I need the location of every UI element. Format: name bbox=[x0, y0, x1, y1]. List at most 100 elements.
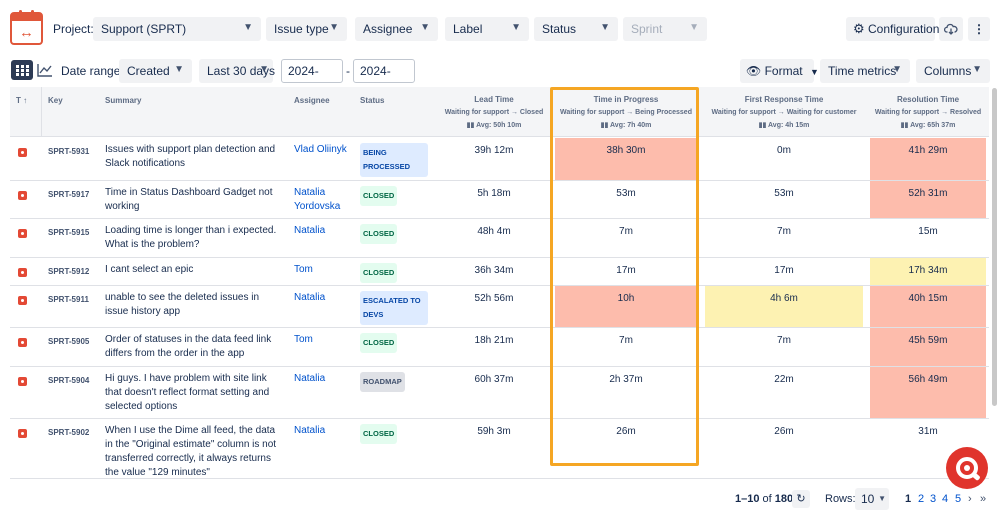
assignee-name[interactable]: Tom bbox=[294, 264, 313, 275]
sort-arrow-icon: ↑ bbox=[23, 96, 28, 105]
first-time-value: 7m bbox=[777, 226, 791, 237]
columns-select[interactable]: Columns ▼ bbox=[916, 59, 990, 83]
issue-key-link[interactable]: SPRT-5917 bbox=[48, 190, 90, 199]
refresh-icon[interactable]: ↻ bbox=[792, 490, 810, 508]
assignee-name[interactable]: Natalia bbox=[294, 225, 326, 236]
end-date-input[interactable]: 2024-10-17 bbox=[353, 59, 415, 100]
page-1[interactable]: 1 bbox=[905, 493, 912, 505]
resolution-cell-bg bbox=[870, 181, 986, 218]
label-filter[interactable]: Label ▼ bbox=[445, 17, 529, 41]
status-filter[interactable]: Status ▼ bbox=[534, 17, 618, 41]
sprint-filter[interactable]: Sprint ▼ bbox=[623, 17, 707, 41]
chevron-down-icon: ▼ bbox=[511, 22, 521, 33]
date-field-select[interactable]: Created ▼ bbox=[119, 59, 192, 83]
col-resolution-time-header[interactable]: Resolution Time Waiting for support → Re… bbox=[874, 95, 982, 129]
col-time-in-progress-header[interactable]: Time in Progress Waiting for support → B… bbox=[560, 95, 692, 129]
table-row[interactable]: SPRT-5904 Hi guys. I have problem with si… bbox=[10, 367, 989, 419]
col-lead-time-header[interactable]: Lead Time Waiting for support → Closed ▮… bbox=[444, 95, 544, 129]
chart-view-icon[interactable] bbox=[36, 60, 54, 80]
period-select[interactable]: Last 30 days ▼ bbox=[199, 59, 275, 83]
issue-type-filter[interactable]: Issue type ▼ bbox=[266, 17, 347, 41]
table-row[interactable]: SPRT-5911 unable to see the deleted issue… bbox=[10, 286, 989, 328]
issue-summary[interactable]: Loading time is longer than i expected. … bbox=[105, 225, 277, 250]
assignee-name[interactable]: Natalia bbox=[294, 292, 326, 303]
time-metrics-select[interactable]: Time metrics ▼ bbox=[820, 59, 910, 83]
issue-key-link[interactable]: SPRT-5902 bbox=[48, 428, 90, 437]
col-status-header[interactable]: Status bbox=[360, 96, 385, 105]
col-key-header[interactable]: Key bbox=[48, 96, 63, 105]
bar-chart-icon: ▮▮ bbox=[900, 122, 909, 129]
chevron-down-icon: ▼ bbox=[600, 22, 610, 33]
progress-time-value: 2h 37m bbox=[609, 374, 643, 385]
progress-time-value: 53m bbox=[616, 188, 636, 199]
issue-summary[interactable]: Order of statuses in the data feed link … bbox=[105, 334, 272, 359]
resolution-cell-bg bbox=[870, 286, 986, 327]
first-time-value: 22m bbox=[774, 374, 794, 385]
table-row[interactable]: SPRT-5931 Issues with support plan detect… bbox=[10, 138, 989, 181]
issue-summary[interactable]: unable to see the deleted issues in issu… bbox=[105, 292, 259, 317]
configuration-button[interactable]: ⚙ Configuration bbox=[846, 17, 939, 41]
col-first-response-header[interactable]: First Response Time Waiting for support … bbox=[711, 95, 857, 129]
priority-high-icon bbox=[18, 229, 27, 238]
issue-summary[interactable]: Time in Status Dashboard Gadget not work… bbox=[105, 187, 273, 212]
table-row[interactable]: SPRT-5917 Time in Status Dashboard Gadget… bbox=[10, 181, 989, 219]
lead-time-value: 18h 21m bbox=[474, 335, 514, 346]
assignee-name[interactable]: Natalia Yordovska bbox=[294, 187, 341, 212]
assignee-filter[interactable]: Assignee ▼ bbox=[355, 17, 438, 41]
first-time-value: 17m bbox=[774, 265, 794, 276]
col-type-header[interactable]: T ↑ bbox=[16, 96, 28, 105]
col-summary-header[interactable]: Summary bbox=[105, 96, 142, 105]
status-badge: CLOSED bbox=[360, 186, 398, 206]
rows-label: Rows: bbox=[825, 493, 856, 505]
issue-key-link[interactable]: SPRT-5911 bbox=[48, 295, 89, 304]
assignee-name[interactable]: Tom bbox=[294, 334, 313, 345]
page-2[interactable]: 2 bbox=[918, 493, 925, 505]
issue-summary[interactable]: Issues with support plan detection and S… bbox=[105, 144, 276, 169]
page-4[interactable]: 4 bbox=[942, 493, 949, 505]
assignee-name[interactable]: Natalia bbox=[294, 373, 326, 384]
issue-key-link[interactable]: SPRT-5931 bbox=[48, 147, 90, 156]
more-options-icon[interactable]: ⋮ bbox=[968, 17, 990, 41]
table-row[interactable]: SPRT-5915 Loading time is longer than i e… bbox=[10, 219, 989, 258]
issue-key-link[interactable]: SPRT-5915 bbox=[48, 228, 90, 237]
resolution-cell-bg bbox=[870, 138, 986, 180]
last-page-icon[interactable]: » bbox=[980, 493, 987, 505]
issue-key-link[interactable]: SPRT-5904 bbox=[48, 376, 90, 385]
issue-key-link[interactable]: SPRT-5912 bbox=[48, 267, 90, 276]
chevron-down-icon: ▼ bbox=[878, 494, 886, 503]
status-badge: CLOSED bbox=[360, 424, 398, 444]
pagination-summary: 1–10 of 180 bbox=[735, 493, 794, 505]
table-row[interactable]: SPRT-5902 When I use the Dime all feed, t… bbox=[10, 419, 989, 479]
first-time-value: 0m bbox=[777, 145, 791, 156]
col-assignee-header[interactable]: Assignee bbox=[294, 96, 330, 105]
rows-per-page-select[interactable]: 10 ▼ bbox=[855, 488, 889, 510]
resolution-time-value: 52h 31m bbox=[908, 188, 948, 199]
issue-summary[interactable]: Hi guys. I have problem with site link t… bbox=[105, 373, 270, 412]
project-select[interactable]: Support (SPRT) ▼ bbox=[93, 17, 261, 41]
start-date-input[interactable]: 2024-09-17 bbox=[281, 59, 343, 100]
format-button[interactable]: 👁 Format ▼ bbox=[740, 59, 819, 83]
lead-time-value: 39h 12m bbox=[474, 145, 514, 156]
issue-summary[interactable]: I cant select an epic bbox=[105, 264, 194, 275]
assignee-name[interactable]: Natalia bbox=[294, 425, 326, 436]
progress-time-value: 26m bbox=[616, 426, 636, 437]
chevron-down-icon: ▼ bbox=[809, 67, 819, 77]
next-page-icon[interactable]: › bbox=[968, 493, 972, 505]
table-row[interactable]: SPRT-5912 I cant select an epic Tom CLOSED 3… bbox=[10, 258, 989, 286]
progress-cell-bg bbox=[555, 286, 697, 327]
resolution-time-value: 56h 49m bbox=[908, 374, 948, 385]
chevron-down-icon: ▼ bbox=[243, 22, 253, 33]
project-label: Project: bbox=[53, 22, 94, 36]
vertical-scrollbar[interactable] bbox=[992, 88, 997, 406]
page-3[interactable]: 3 bbox=[930, 493, 937, 505]
issue-key-link[interactable]: SPRT-5905 bbox=[48, 337, 90, 346]
help-chat-icon[interactable] bbox=[946, 447, 988, 489]
page-5[interactable]: 5 bbox=[955, 493, 962, 505]
assignee-name[interactable]: Vlad Oliinyk bbox=[294, 144, 347, 155]
issue-summary[interactable]: When I use the Dime all feed, the data i… bbox=[105, 425, 277, 478]
table-view-icon[interactable] bbox=[11, 60, 33, 80]
download-button[interactable] bbox=[939, 17, 963, 41]
table-row[interactable]: SPRT-5905 Order of statuses in the data f… bbox=[10, 328, 989, 367]
lead-time-value: 36h 34m bbox=[474, 265, 514, 276]
progress-time-value: 7m bbox=[619, 335, 633, 346]
